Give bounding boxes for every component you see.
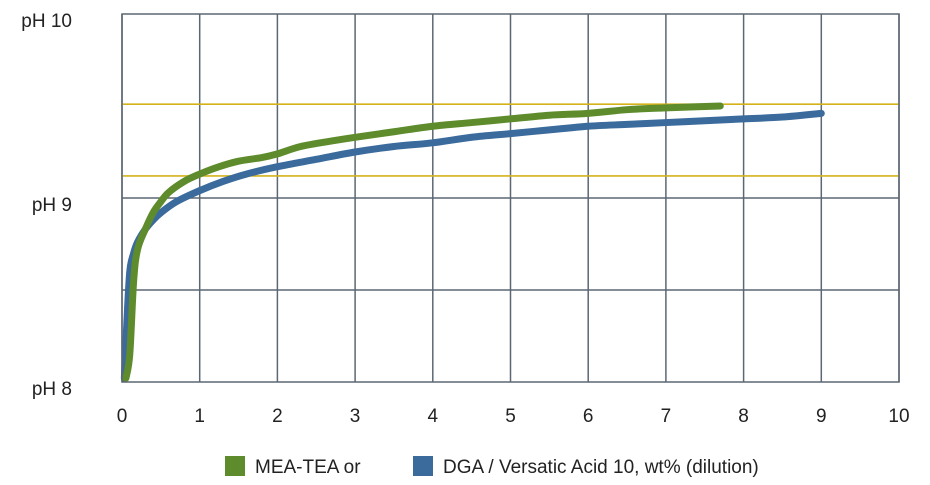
series-lines bbox=[120, 102, 825, 382]
legend-label: MEA-TEA or bbox=[255, 457, 361, 478]
legend-swatch bbox=[413, 456, 433, 476]
x-tick-label: 9 bbox=[816, 406, 827, 427]
plot-frame bbox=[121, 13, 900, 383]
legend-swatch bbox=[225, 456, 245, 476]
legend-label: DGA / Versatic Acid 10, wt% (dilution) bbox=[443, 457, 759, 478]
x-tick-label: 7 bbox=[661, 406, 672, 427]
grid bbox=[121, 14, 900, 382]
x-tick-label: 1 bbox=[194, 406, 205, 427]
y-tick-label: pH 10 bbox=[21, 11, 72, 32]
y-tick-label: pH 8 bbox=[32, 379, 72, 400]
legend: MEA-TEA or DGA / Versatic Acid 10, wt% (d… bbox=[225, 456, 759, 478]
x-tick-label: 5 bbox=[505, 406, 516, 427]
x-tick-label: 2 bbox=[272, 406, 283, 427]
x-tick-label: 8 bbox=[738, 406, 749, 427]
x-tick-label: 6 bbox=[583, 406, 594, 427]
x-axis-ticks: 0 1 2 3 4 5 6 7 8 9 10 bbox=[117, 406, 910, 427]
x-tick-label: 0 bbox=[117, 406, 128, 427]
x-tick-label: 3 bbox=[350, 406, 361, 427]
series-line-dga-versatic bbox=[120, 109, 825, 382]
y-axis-ticks: pH 8 pH 9 pH 10 bbox=[21, 11, 72, 400]
series-line-mea-tea bbox=[122, 102, 724, 382]
y-tick-label: pH 9 bbox=[32, 195, 72, 216]
x-tick-label: 10 bbox=[888, 406, 909, 427]
x-tick-label: 4 bbox=[428, 406, 439, 427]
